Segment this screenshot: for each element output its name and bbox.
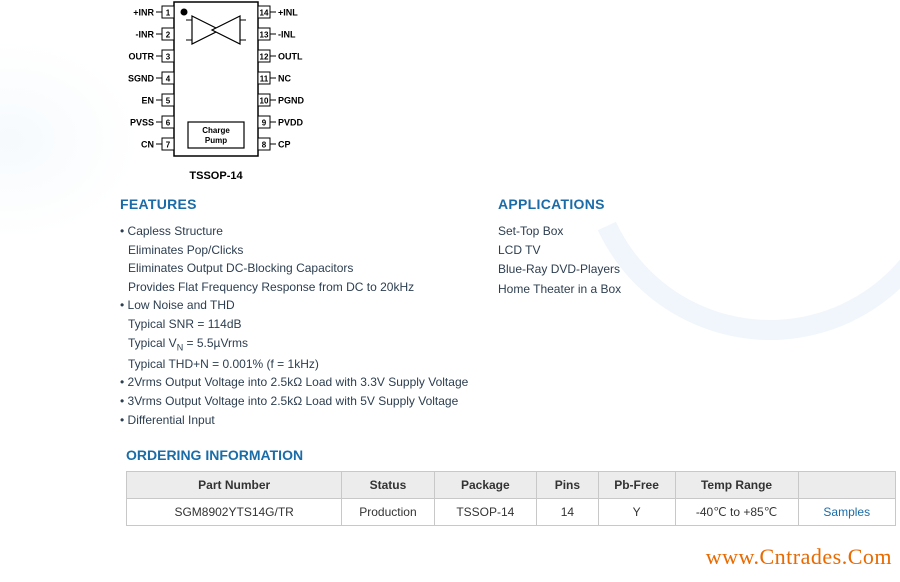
- svg-text:3: 3: [166, 53, 171, 62]
- feature-sub-item: Provides Flat Frequency Response from DC…: [128, 278, 480, 297]
- svg-text:12: 12: [260, 53, 269, 62]
- application-item: Home Theater in a Box: [498, 280, 798, 299]
- feature-sub-item: Eliminates Output DC-Blocking Capacitors: [128, 259, 480, 278]
- table-cell: SGM8902YTS14G/TR: [127, 499, 342, 526]
- svg-text:+INR: +INR: [133, 8, 154, 18]
- table-header-cell: [798, 472, 895, 499]
- svg-text:PVDD: PVDD: [278, 118, 304, 128]
- svg-text:CP: CP: [278, 140, 291, 150]
- feature-item: Differential Input: [120, 411, 480, 430]
- table-header-cell: Pb-Free: [598, 472, 675, 499]
- features-column: FEATURES Capless StructureEliminates Pop…: [120, 196, 480, 429]
- svg-text:-INR: -INR: [136, 30, 155, 40]
- table-row: SGM8902YTS14G/TRProductionTSSOP-1414Y-40…: [127, 499, 896, 526]
- svg-text:PGND: PGND: [278, 96, 305, 106]
- table-cell: Y: [598, 499, 675, 526]
- svg-text:13: 13: [260, 31, 269, 40]
- feature-item: Capless StructureEliminates Pop/ClicksEl…: [120, 222, 480, 296]
- svg-text:EN: EN: [141, 96, 154, 106]
- svg-text:8: 8: [262, 141, 267, 150]
- svg-text:OUTL: OUTL: [278, 52, 303, 62]
- svg-text:2: 2: [166, 31, 171, 40]
- feature-sub-item: Typical SNR = 114dB: [128, 315, 480, 334]
- application-item: LCD TV: [498, 241, 798, 260]
- table-cell: Production: [342, 499, 434, 526]
- table-cell-samples: Samples: [798, 499, 895, 526]
- svg-text:6: 6: [166, 119, 171, 128]
- table-header-cell: Package: [434, 472, 537, 499]
- features-list: Capless StructureEliminates Pop/ClicksEl…: [120, 222, 480, 429]
- svg-text:14: 14: [260, 9, 269, 18]
- svg-text:1: 1: [166, 9, 171, 18]
- svg-text:PVSS: PVSS: [130, 118, 154, 128]
- feature-sub-item: Typical VN = 5.5µVrms: [128, 334, 480, 355]
- svg-text:4: 4: [166, 75, 171, 84]
- feature-sub-item: Eliminates Pop/Clicks: [128, 241, 480, 260]
- svg-text:-INL: -INL: [278, 30, 296, 40]
- svg-text:10: 10: [260, 97, 269, 106]
- svg-text:7: 7: [166, 141, 171, 150]
- table-header-cell: Part Number: [127, 472, 342, 499]
- svg-text:9: 9: [262, 119, 267, 128]
- feature-item: Low Noise and THDTypical SNR = 114dBTypi…: [120, 296, 480, 373]
- svg-text:+INL: +INL: [278, 8, 298, 18]
- applications-heading: APPLICATIONS: [498, 196, 798, 212]
- ordering-heading: ORDERING INFORMATION: [126, 447, 880, 463]
- charge-pump-line1: Charge: [202, 126, 230, 135]
- svg-text:OUTR: OUTR: [129, 52, 155, 62]
- feature-item: 2Vrms Output Voltage into 2.5kΩ Load wit…: [120, 373, 480, 392]
- table-header-cell: Status: [342, 472, 434, 499]
- applications-list: Set-Top BoxLCD TVBlue-Ray DVD-PlayersHom…: [498, 222, 798, 299]
- table-cell: -40℃ to +85℃: [675, 499, 798, 526]
- feature-item: 3Vrms Output Voltage into 2.5kΩ Load wit…: [120, 392, 480, 411]
- svg-text:NC: NC: [278, 74, 291, 84]
- svg-text:5: 5: [166, 97, 171, 106]
- features-heading: FEATURES: [120, 196, 480, 212]
- application-item: Set-Top Box: [498, 222, 798, 241]
- table-cell: TSSOP-14: [434, 499, 537, 526]
- chip-pinout-diagram: Charge Pump 1 +INR 2 -INR 3 OUTR 4 SGND 5 EN 6 PVSS…: [126, 0, 306, 182]
- table-cell: 14: [537, 499, 599, 526]
- feature-sub-item: Typical THD+N = 0.001% (f = 1kHz): [128, 355, 480, 374]
- chip-package-label: TSSOP-14: [126, 170, 306, 182]
- svg-text:CN: CN: [141, 140, 154, 150]
- svg-text:SGND: SGND: [128, 74, 155, 84]
- applications-column: APPLICATIONS Set-Top BoxLCD TVBlue-Ray D…: [498, 196, 798, 429]
- table-header-cell: Pins: [537, 472, 599, 499]
- svg-text:Pump: Pump: [205, 136, 227, 145]
- table-header-cell: Temp Range: [675, 472, 798, 499]
- application-item: Blue-Ray DVD-Players: [498, 260, 798, 279]
- chip-svg: Charge Pump 1 +INR 2 -INR 3 OUTR 4 SGND 5 EN 6 PVSS…: [126, 0, 306, 168]
- table-header-row: Part NumberStatusPackagePinsPb-FreeTemp …: [127, 472, 896, 499]
- svg-text:11: 11: [260, 75, 269, 84]
- watermark-text: www.Cntrades.Com: [706, 544, 892, 570]
- ordering-table: Part NumberStatusPackagePinsPb-FreeTemp …: [126, 471, 896, 526]
- samples-link[interactable]: Samples: [823, 505, 870, 519]
